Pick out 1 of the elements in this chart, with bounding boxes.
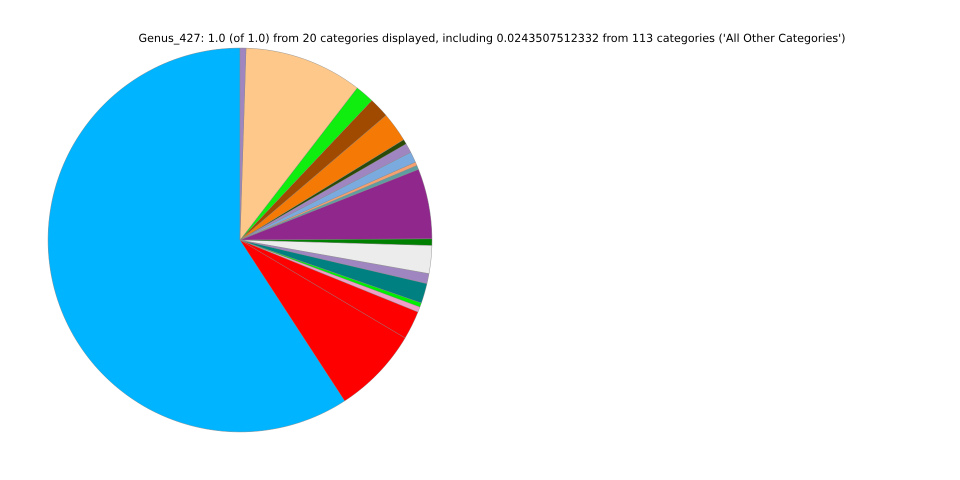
text: Genus_427: 1.0 (of 1.0) from 20 categories displayed, including 0.0243507512332 from 113 categories ('All Other Categories'): [139, 33, 845, 45]
